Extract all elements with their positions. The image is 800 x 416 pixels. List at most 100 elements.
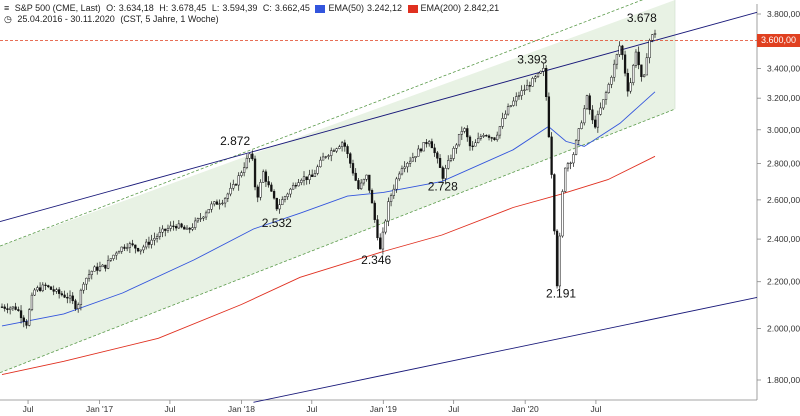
candle — [528, 81, 531, 93]
candle-body — [267, 181, 270, 186]
x-tick-label: Jan '18 — [228, 404, 255, 414]
candle — [490, 136, 493, 142]
candle-body — [400, 168, 404, 175]
candle — [330, 147, 333, 162]
close-value: 3.662,45 — [274, 3, 310, 13]
candle — [564, 167, 567, 193]
candle — [213, 201, 216, 207]
candle-body — [512, 100, 515, 106]
candle — [142, 244, 145, 254]
candle-body — [155, 236, 159, 239]
candle — [618, 41, 621, 58]
candle — [433, 143, 436, 157]
candle — [387, 197, 390, 227]
annotation-label: 2.872 — [220, 134, 250, 148]
candle — [134, 244, 137, 254]
candle-body — [360, 182, 363, 189]
candle-body — [653, 33, 657, 35]
y-tick-label: 2.800,00 — [767, 159, 800, 169]
candle-body — [346, 146, 349, 154]
x-tick-label: Jul — [590, 404, 601, 414]
candle-body — [509, 105, 512, 107]
candle — [558, 232, 561, 289]
candle-body — [550, 136, 553, 175]
candle — [87, 269, 91, 282]
candle-body — [343, 142, 346, 147]
candle — [479, 133, 483, 141]
candle-body — [430, 141, 434, 149]
y-tick-label: 3.800,00 — [767, 9, 800, 19]
x-tick-label: Jul — [23, 404, 34, 414]
candle-body — [270, 184, 273, 192]
candle-body — [327, 155, 330, 157]
candle — [455, 143, 458, 154]
candle-body — [588, 95, 591, 111]
candle — [408, 156, 412, 168]
candle-body — [52, 289, 55, 292]
ema50-value: 3.242,12 — [366, 3, 403, 13]
candle-body — [438, 158, 442, 168]
candle — [207, 209, 210, 214]
grid — [0, 4, 758, 401]
candle — [79, 288, 83, 311]
candle-body — [479, 136, 483, 139]
candle-body — [463, 128, 466, 132]
candle — [218, 199, 221, 210]
candle — [384, 219, 387, 235]
candle — [444, 164, 447, 184]
channel-fill — [0, 0, 675, 373]
candle-body — [534, 76, 537, 79]
x-tick-label: Jul — [306, 404, 317, 414]
candle — [591, 105, 594, 125]
candle — [19, 305, 23, 324]
candle-body — [202, 216, 205, 219]
candle — [653, 29, 657, 38]
candle-body — [539, 70, 542, 74]
candle — [221, 199, 224, 206]
candle — [106, 255, 110, 270]
candle — [577, 128, 580, 146]
candle-body — [417, 148, 420, 157]
candle — [188, 227, 191, 234]
candle-body — [223, 198, 227, 204]
candle — [3, 304, 6, 312]
candle — [389, 193, 393, 207]
candle — [588, 93, 591, 115]
candle-body — [408, 160, 412, 164]
chart-info: (CST, 5 Jahre, 1 Woche) — [120, 14, 219, 24]
candle-body — [204, 212, 208, 218]
candle — [613, 59, 616, 82]
candle — [324, 155, 327, 159]
candle — [281, 196, 284, 206]
candle-body — [66, 297, 69, 299]
candle-body — [226, 193, 229, 199]
candle-body — [245, 158, 249, 168]
candle-body — [604, 92, 608, 100]
candle-body — [6, 308, 9, 311]
candle-body — [572, 154, 575, 164]
candle — [93, 265, 96, 272]
candle — [139, 249, 142, 255]
candle-body — [370, 190, 374, 204]
candle-body — [109, 258, 112, 261]
candle — [57, 287, 61, 299]
candle-body — [237, 175, 240, 186]
candle — [400, 165, 404, 176]
annotation-label: 3.678 — [627, 11, 657, 25]
candles — [0, 29, 657, 329]
candle-body — [87, 274, 91, 279]
candle — [335, 147, 338, 154]
high-value: 3.678,45 — [171, 3, 207, 13]
candle-body — [281, 199, 284, 205]
candle-body — [474, 142, 477, 147]
candle — [286, 192, 289, 200]
candle — [194, 217, 197, 230]
candle — [245, 154, 249, 170]
candle — [226, 192, 229, 203]
candle — [504, 110, 507, 120]
candle-body — [232, 184, 235, 189]
ema-lines — [1, 91, 656, 376]
trend-lines — [0, 11, 758, 403]
clock-icon: ◷ — [4, 14, 12, 24]
